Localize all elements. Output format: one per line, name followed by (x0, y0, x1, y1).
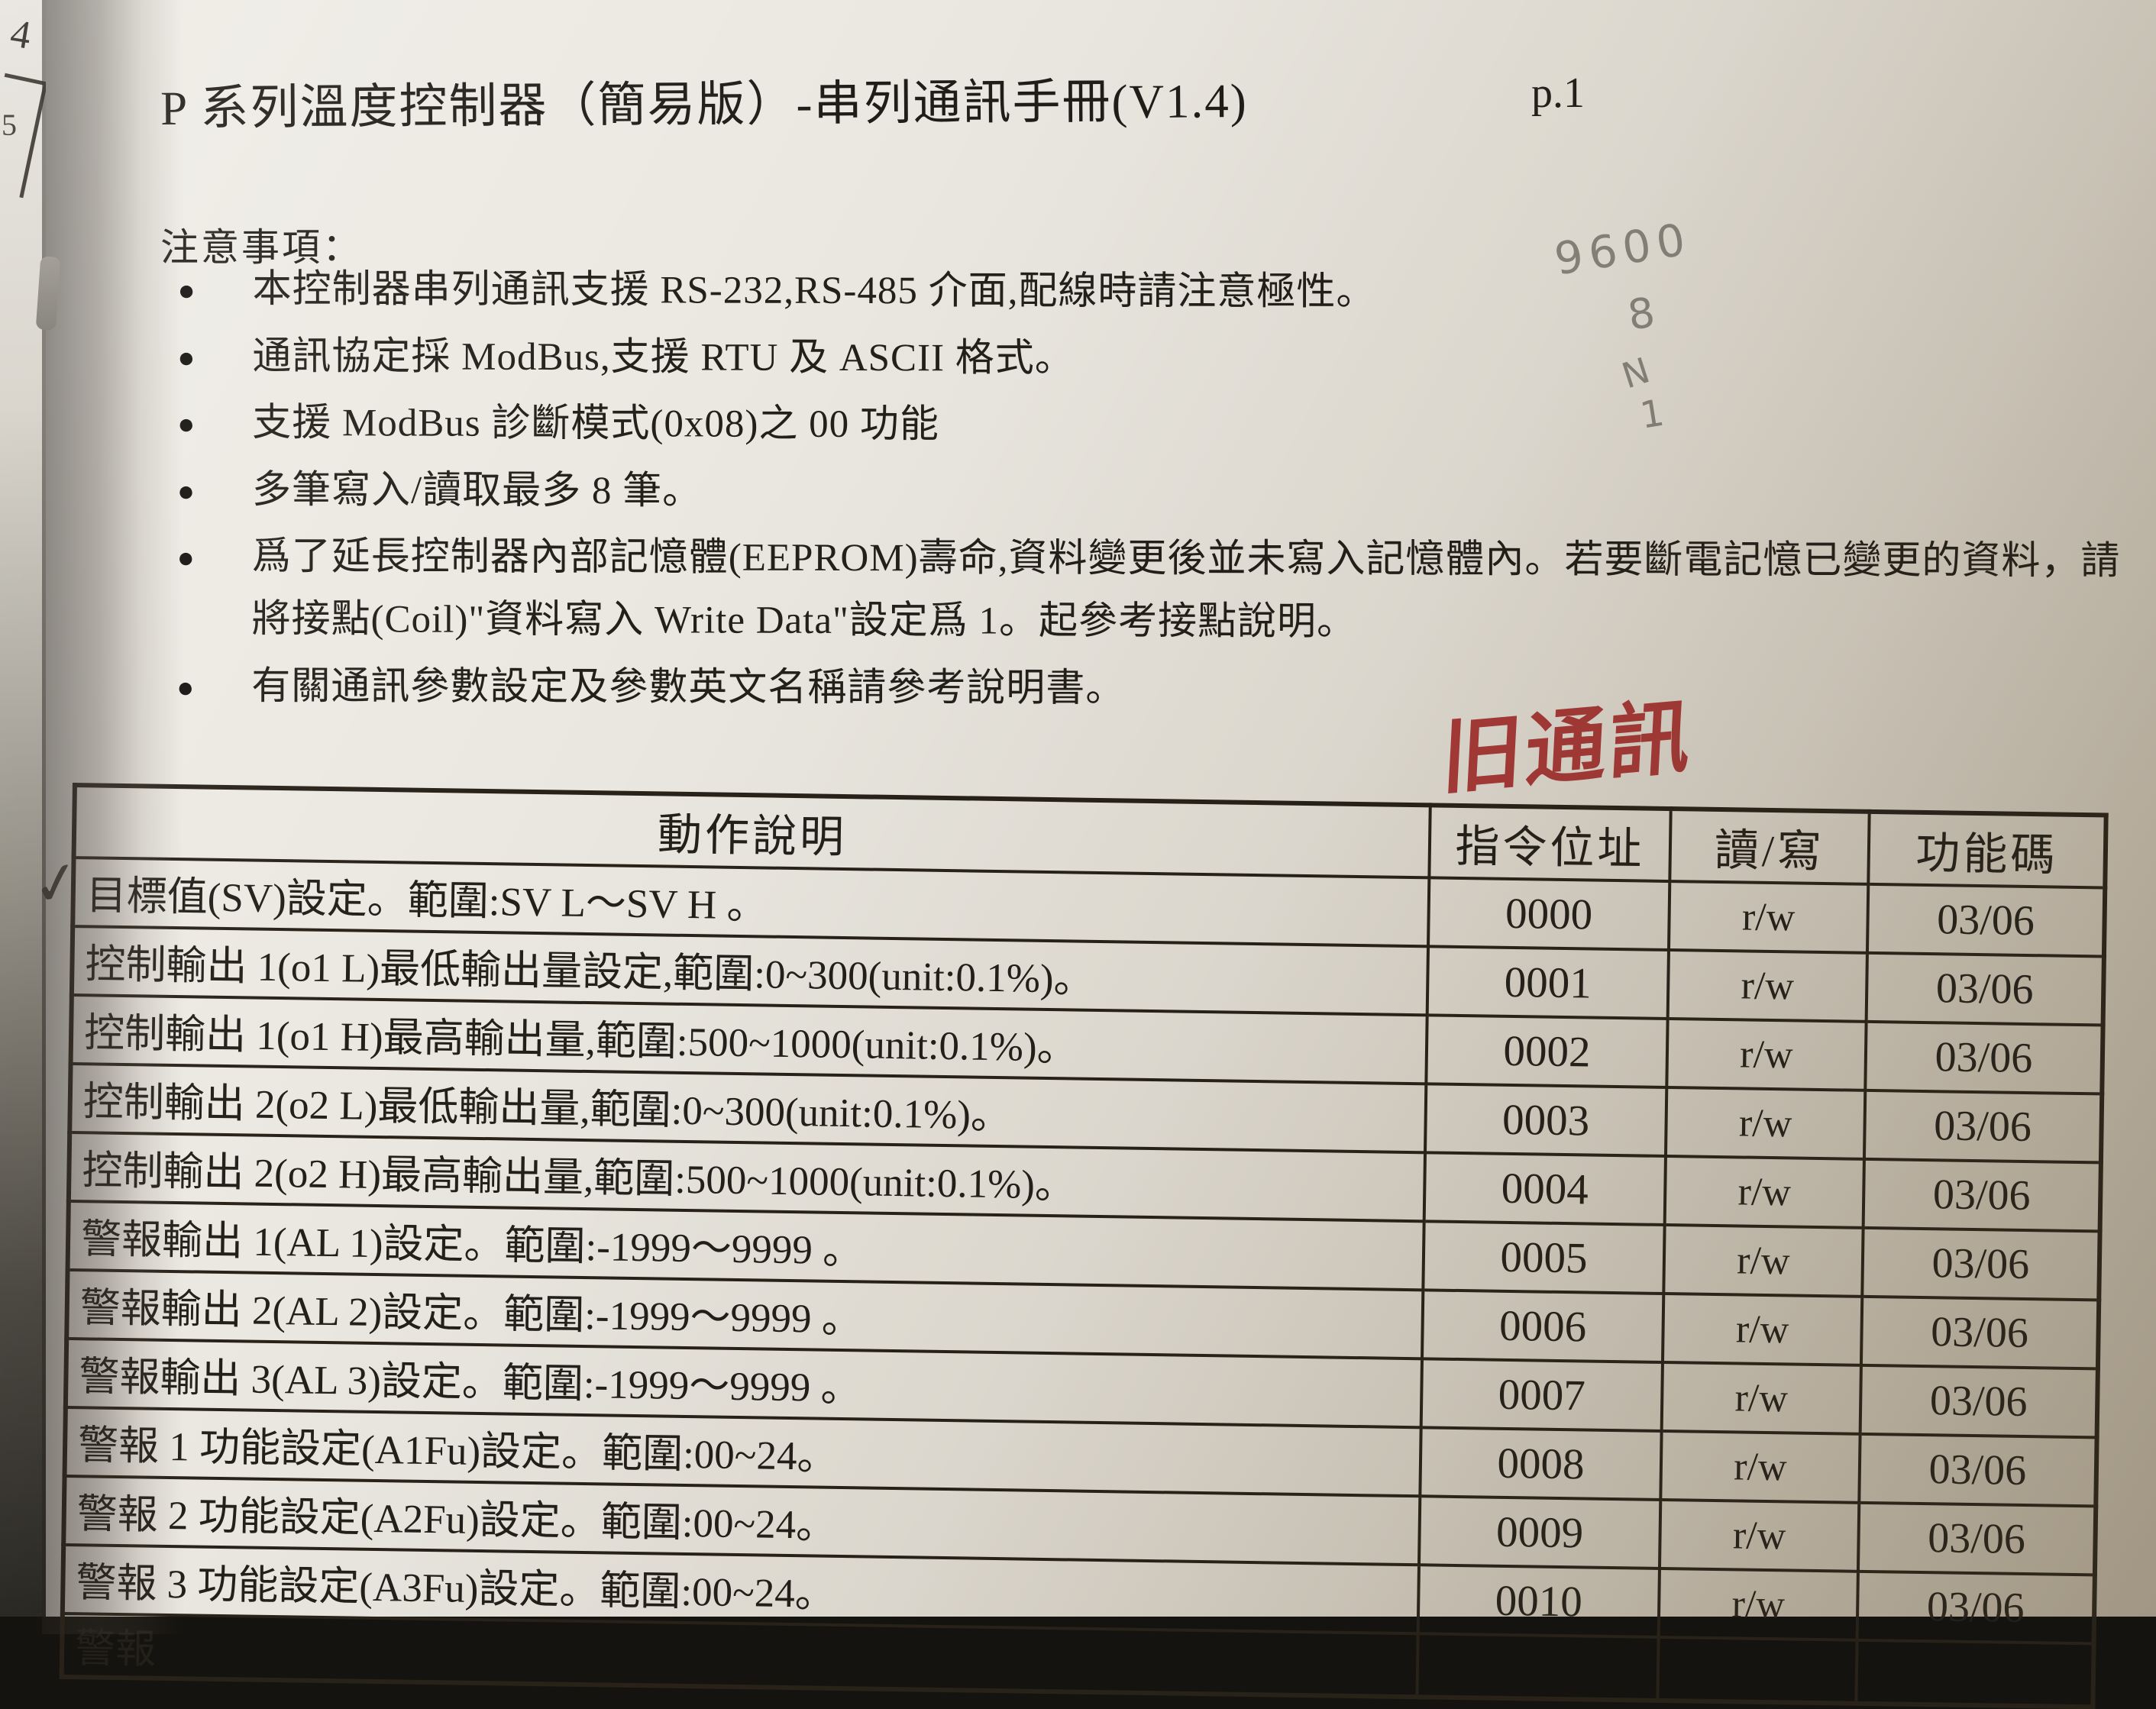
bullet-icon: ● (177, 408, 196, 441)
cell-read-write: r/w (1668, 881, 1869, 953)
cell-address (1417, 1633, 1659, 1701)
page-title: P 系列溫度控制器（簡易版）-串列通訊手冊(V1.4) (160, 74, 1248, 135)
cell-address: 0010 (1417, 1565, 1660, 1637)
cell-function-code: 03/06 (1863, 1090, 2103, 1163)
pencil-handwriting-note: 9600 8 N 1 (1551, 212, 1695, 437)
cell-address: 0007 (1421, 1358, 1663, 1431)
header-read-write: 讀/寫 (1670, 809, 1870, 884)
note-item: ● 多筆寫入/讀取最多 8 筆。 (160, 459, 2123, 526)
cell-address: 0008 (1420, 1427, 1662, 1500)
cell-address: 0004 (1424, 1152, 1666, 1225)
note-text: 多筆寫入/讀取最多 8 筆。 (251, 468, 703, 513)
note-text: 本控制器串列通訊支援 RS-232,RS-485 介面,配線時請注意極性。 (252, 267, 1376, 314)
cell-read-write: r/w (1666, 1019, 1867, 1090)
note-item: ● 爲了延長控制器內部記憶體(EEPROM)壽命,資料變更後並未寫入記憶體內。若… (160, 526, 2122, 656)
cell-function-code: 03/06 (1857, 1571, 2095, 1644)
header-function-code: 功能碼 (1868, 811, 2106, 888)
cell-function-code: 03/06 (1863, 1158, 2101, 1232)
note-item: ● 本控制器串列通訊支援 RS-232,RS-485 介面,配線時請注意極性。 (161, 259, 2124, 326)
cell-read-write: r/w (1661, 1362, 1861, 1434)
note-text: 支援 ModBus 診斷模式(0x08)之 00 功能 (252, 402, 939, 447)
cell-function-code: 03/06 (1860, 1365, 2098, 1438)
note-text: 通訊協定採 ModBus,支援 RTU 及 ASCII 格式。 (252, 334, 1075, 380)
cell-function-code (1856, 1640, 2094, 1707)
notes-list: ● 本控制器串列通訊支援 RS-232,RS-485 介面,配線時請注意極性。 … (160, 259, 2124, 728)
cell-read-write: r/w (1665, 1087, 1866, 1159)
cell-address: 0002 (1426, 1015, 1668, 1088)
section-heading: 注意事項： (160, 226, 363, 269)
underlay-table-fragment: 5 (2, 108, 17, 142)
note-item: ● 通訊協定採 ModBus,支援 RTU 及 ASCII 格式。 (160, 325, 2123, 393)
register-table: 動作說明 指令位址 讀/寫 功能碼 目標值(SV)設定。範圍:SV L～SV H… (59, 783, 2109, 1709)
cell-function-code: 03/06 (1859, 1433, 2097, 1507)
cell-address: 0001 (1427, 946, 1669, 1019)
header-command-address: 指令位址 (1429, 805, 1671, 882)
document-page: P 系列溫度控制器（簡易版）-串列通訊手冊(V1.4) p.1 注意事項： ● … (27, 0, 2156, 1709)
cell-read-write (1657, 1636, 1857, 1704)
page-number-label: p.1 (1531, 69, 1585, 117)
cell-function-code: 03/06 (1862, 1227, 2100, 1300)
underlay-page-number: 4 (7, 11, 34, 58)
cell-read-write: r/w (1659, 1499, 1860, 1572)
cell-read-write: r/w (1660, 1430, 1860, 1503)
cell-read-write: r/w (1667, 950, 1867, 1022)
cell-address: 0003 (1425, 1084, 1667, 1156)
note-text: 有關通訊參數設定及參數英文名稱請參考說明書。 (251, 664, 1126, 710)
cell-address: 0006 (1422, 1290, 1664, 1362)
bullet-icon: ● (176, 542, 196, 575)
cell-read-write: r/w (1658, 1568, 1858, 1640)
cell-read-write: r/w (1664, 1155, 1864, 1228)
cell-address: 0005 (1423, 1221, 1665, 1294)
red-handwriting-note: 旧通訊 (1439, 689, 1696, 806)
cell-function-code: 03/06 (1866, 952, 2104, 1026)
note-text: 爲了延長控制器內部記憶體(EEPROM)壽命,資料變更後並未寫入記憶體內。若要斷… (251, 535, 2121, 644)
cell-function-code: 03/06 (1857, 1502, 2096, 1575)
bullet-icon: ● (176, 671, 196, 704)
cell-address: 0009 (1418, 1496, 1661, 1568)
note-item: ● 有關通訊參數設定及參數英文名稱請參考說明書。 (160, 655, 2122, 722)
cell-function-code: 03/06 (1865, 1021, 2103, 1094)
cell-function-code: 03/06 (1860, 1296, 2099, 1369)
bullet-icon: ● (177, 274, 196, 307)
cell-address: 0000 (1428, 877, 1670, 951)
note-item: ● 支援 ModBus 診斷模式(0x08)之 00 功能 (160, 393, 2123, 460)
cell-read-write: r/w (1662, 1293, 1863, 1365)
cell-read-write: r/w (1663, 1224, 1863, 1297)
cell-function-code: 03/06 (1867, 884, 2106, 957)
bullet-icon: ● (177, 341, 196, 374)
pencil-note-baudrate: 9600 (1550, 212, 1695, 286)
bullet-icon: ● (176, 475, 196, 508)
